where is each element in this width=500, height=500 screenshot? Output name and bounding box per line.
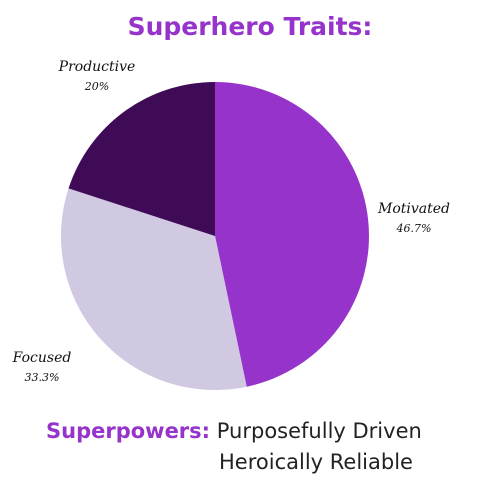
pie-slice-focused <box>61 188 247 390</box>
superpowers-line-2: Heroically Reliable <box>219 447 413 477</box>
superpowers-item-1: Purposefully Driven <box>216 419 422 443</box>
superpowers-item-2: Heroically Reliable <box>219 450 413 474</box>
superpowers-line-1: Superpowers: Purposefully Driven <box>46 416 422 446</box>
slice-percent-productive: 20% <box>84 80 109 93</box>
slice-percent-motivated: 46.7% <box>396 222 432 235</box>
slice-label-productive: Productive <box>58 59 136 75</box>
chart-title: Superhero Traits: <box>127 12 373 41</box>
slice-label-motivated: Motivated <box>377 201 450 217</box>
pie-slice-motivated <box>215 82 369 387</box>
pie-slice-productive <box>68 82 215 236</box>
slice-label-focused: Focused <box>12 350 72 366</box>
superpowers-heading: Superpowers: <box>46 419 211 443</box>
slice-percent-focused: 33.3% <box>25 371 60 384</box>
